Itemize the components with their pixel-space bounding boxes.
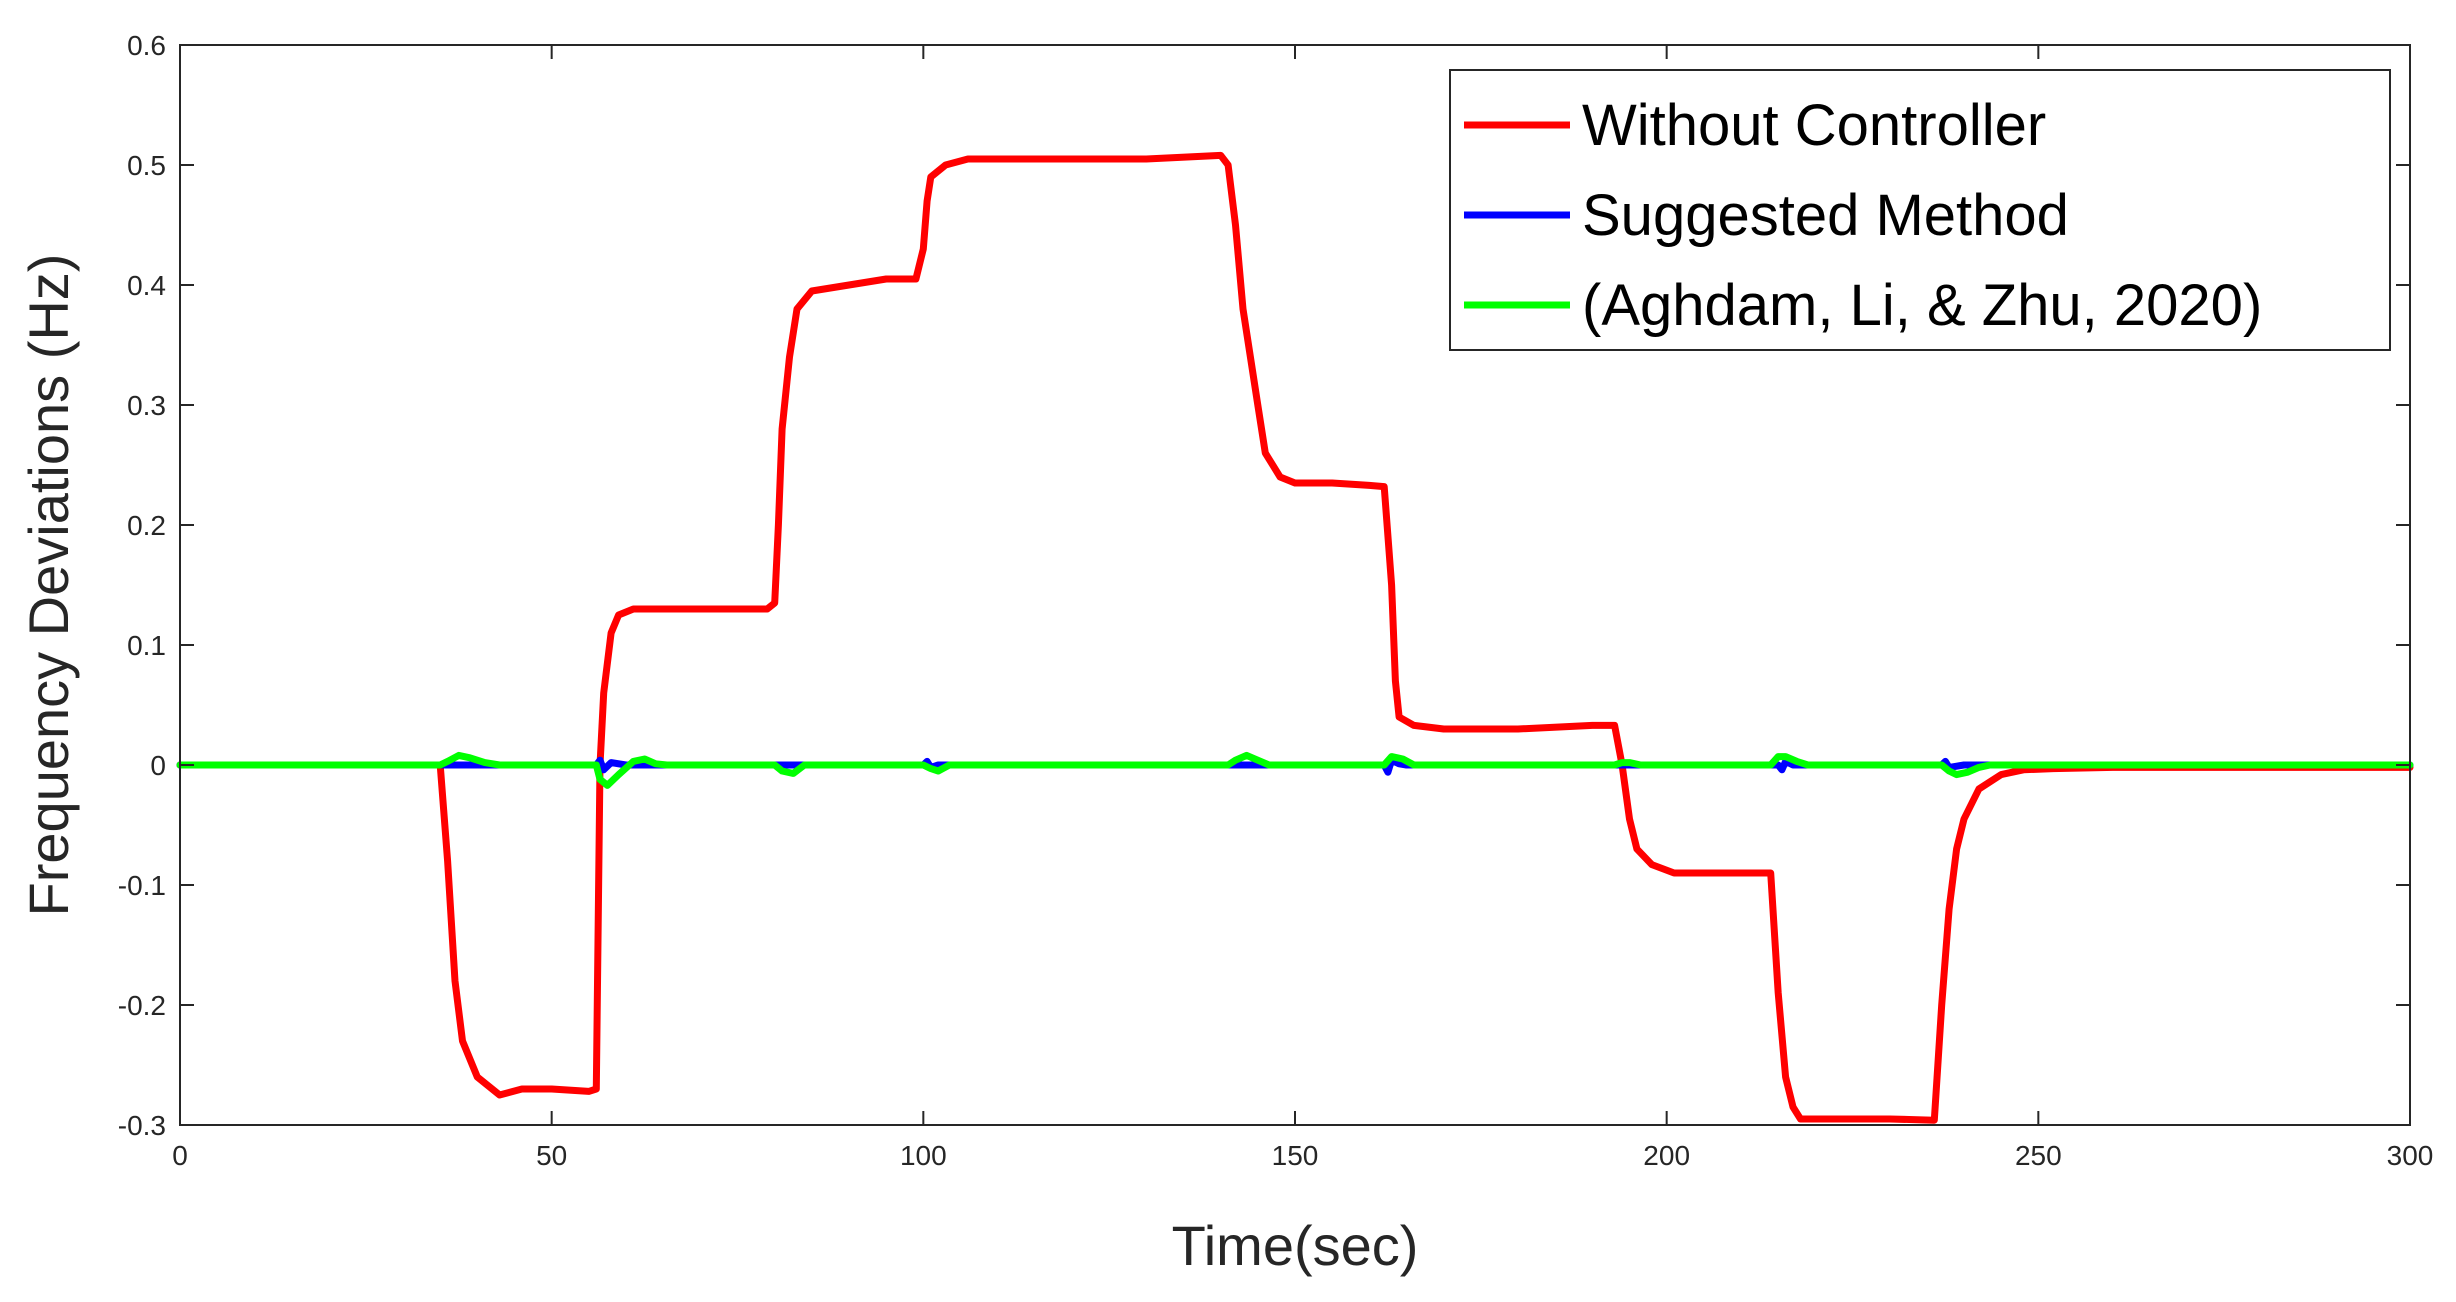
y-tick-label: 0.1 — [127, 630, 166, 661]
plot-lines — [176, 151, 2414, 1124]
y-tick-label: 0.5 — [127, 150, 166, 181]
x-tick-label: 250 — [2015, 1140, 2062, 1171]
series-line-3 — [176, 751, 2414, 789]
legend-box — [1449, 69, 2391, 351]
x-tick-label: 0 — [172, 1140, 188, 1171]
y-tick-label: 0.2 — [127, 510, 166, 541]
legend-label: Suggested Method — [1582, 183, 2069, 248]
legend-label: (Aghdam, Li, & Zhu, 2020) — [1582, 273, 2262, 338]
y-tick-label: -0.2 — [118, 990, 166, 1021]
axis-ticks: 0 50 100 150 200 250 300 -0.3 -0.2 -0.1 0 0.1 0.2 0.3… — [118, 30, 2434, 1171]
y-tick-label: 0.4 — [127, 270, 166, 301]
y-tick-label: -0.1 — [118, 870, 166, 901]
x-axis-title: Time(sec) — [1172, 1214, 1419, 1277]
legend: Without Controller Suggested Method (Aghda… — [1449, 69, 2391, 351]
series-line-1 — [176, 151, 2414, 1124]
y-tick-label: 0.3 — [127, 390, 166, 421]
x-tick-label: 200 — [1643, 1140, 1690, 1171]
legend-label: Without Controller — [1582, 93, 2046, 158]
y-axis-title: Frequency Deviations (Hz) — [17, 254, 80, 917]
x-tick-label: 50 — [536, 1140, 567, 1171]
x-tick-label: 100 — [900, 1140, 947, 1171]
y-tick-label: 0.6 — [127, 30, 166, 61]
x-tick-label: 150 — [1272, 1140, 1319, 1171]
y-tick-label: 0 — [150, 750, 166, 781]
y-tick-label: -0.3 — [118, 1110, 166, 1141]
x-tick-label: 300 — [2387, 1140, 2434, 1171]
